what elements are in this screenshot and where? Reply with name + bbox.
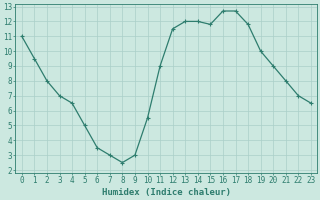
X-axis label: Humidex (Indice chaleur): Humidex (Indice chaleur): [102, 188, 231, 197]
